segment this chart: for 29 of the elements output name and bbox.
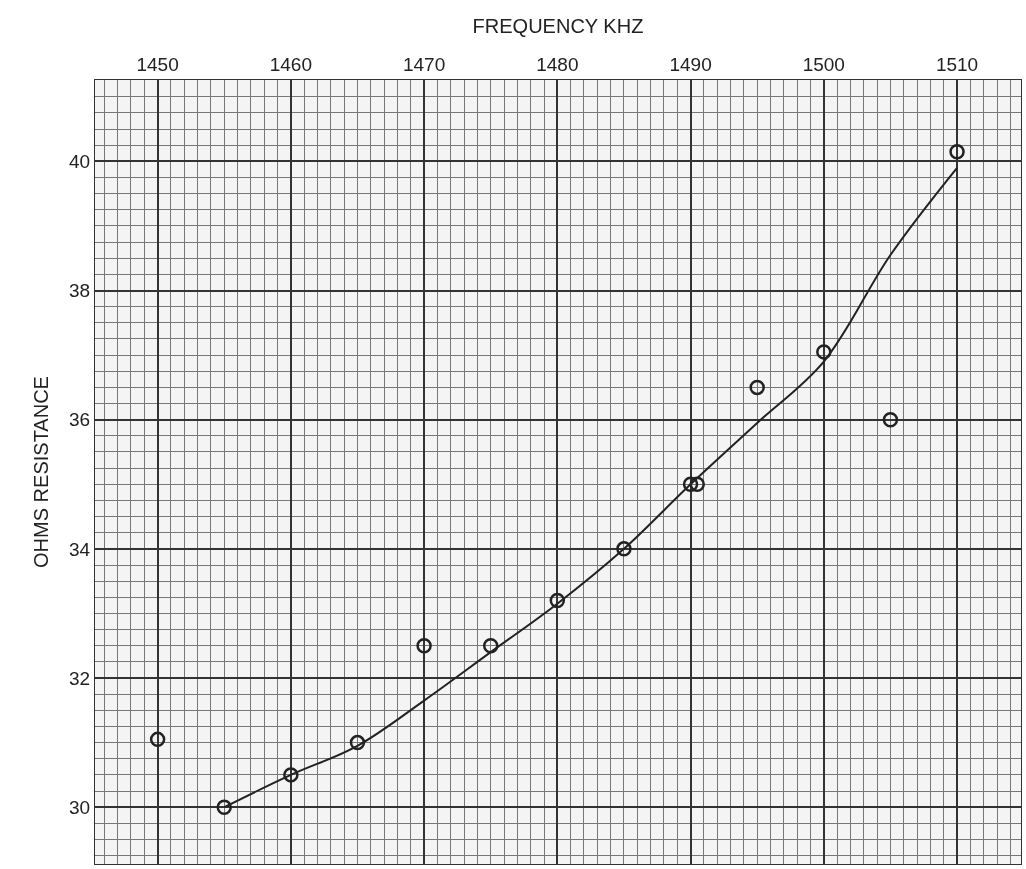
y-tick-label: 38 [69,280,91,302]
point [549,592,566,609]
x-tick-label: 1510 [935,54,979,76]
point [682,476,699,493]
point [482,637,499,654]
point [689,476,705,493]
x-axis-title: FREQUENCY KHZ [472,14,644,37]
y-tick-label: 36 [69,409,91,431]
point [616,541,632,557]
x-tick-label: 1490 [669,54,712,76]
point [949,143,965,160]
x-tick-label: 1500 [802,54,845,76]
point [349,734,366,751]
y-tick-label: 32 [69,667,91,689]
y-tick-label: 40 [69,151,91,173]
x-tick-label: 1450 [136,54,179,76]
x-tick-label: 1460 [269,54,312,76]
point [816,344,832,360]
point [216,799,232,815]
point [149,731,166,748]
y-tick-label: 30 [69,796,91,818]
point [283,767,299,783]
y-axis-title: OHMS RESISTANCE [29,376,52,568]
point [749,379,765,396]
x-tick-label: 1470 [402,54,446,76]
x-tick-label: 1480 [536,54,579,76]
y-tick-label: 34 [69,538,91,560]
point [416,637,432,654]
point [882,411,899,428]
